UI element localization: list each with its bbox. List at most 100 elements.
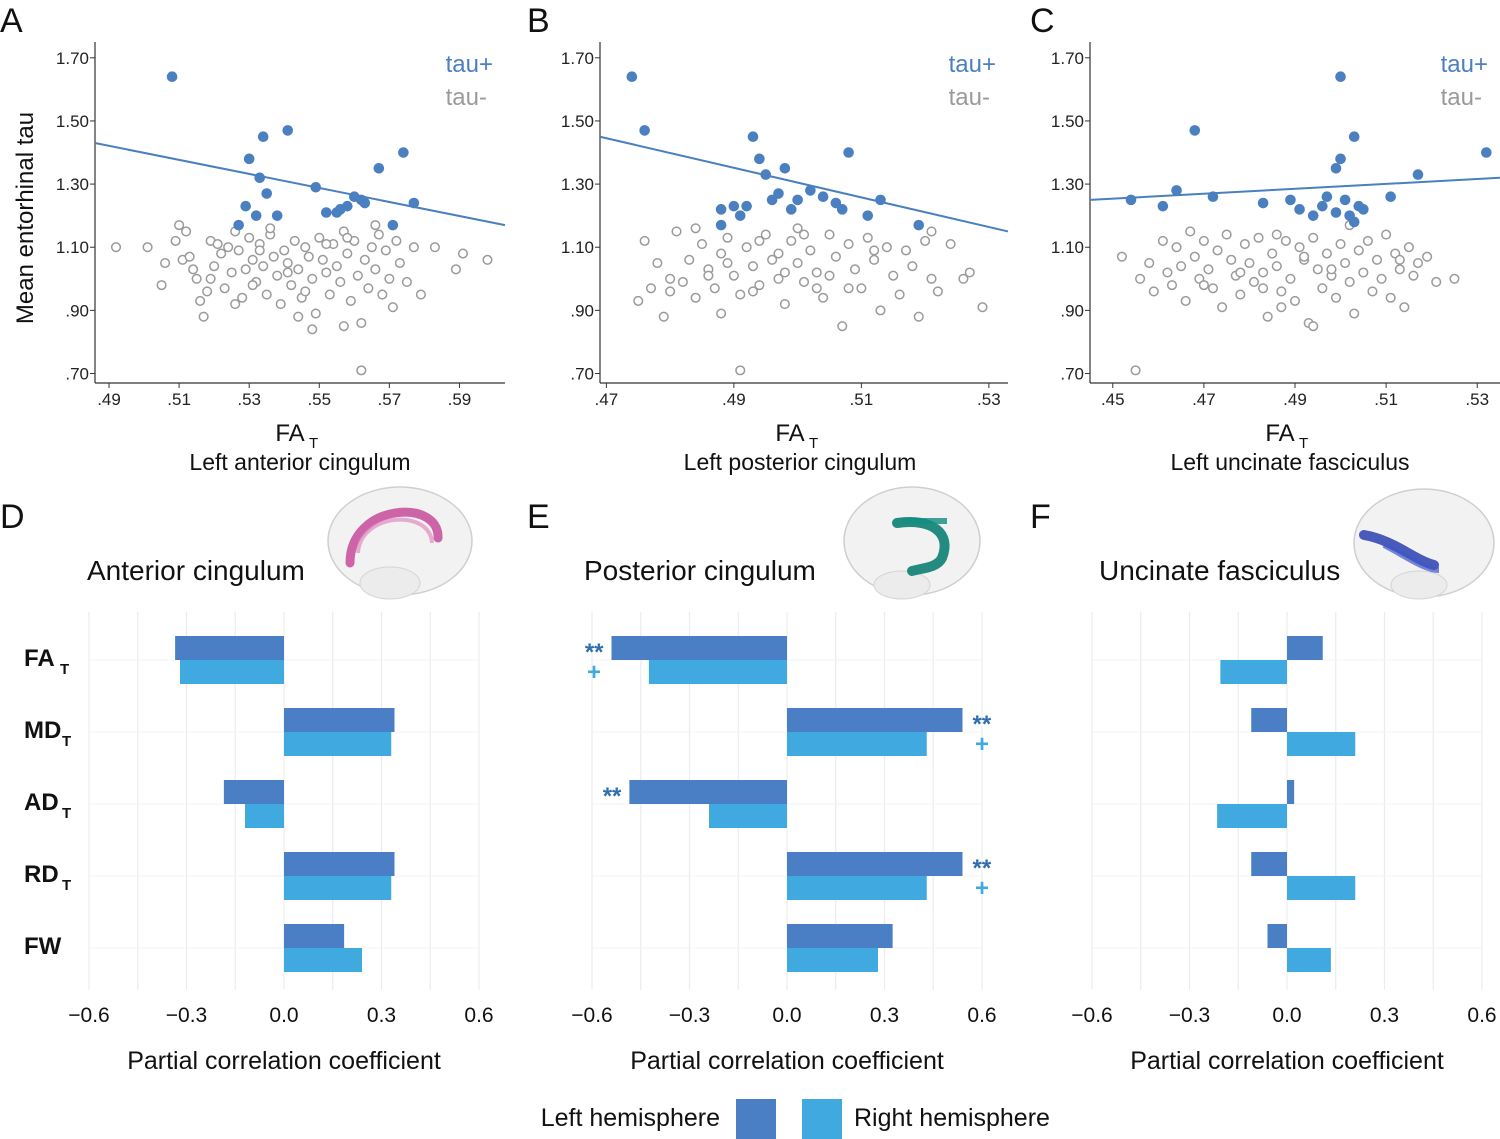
tau-neg-point xyxy=(818,292,829,303)
left-hemisphere-bar xyxy=(611,636,787,660)
tau-neg-point xyxy=(1212,245,1223,256)
tau-neg-point xyxy=(1248,276,1260,288)
tau-neg-point xyxy=(181,226,192,237)
tau-pos-point xyxy=(1317,200,1328,212)
tau-neg-point xyxy=(1116,251,1127,262)
tau-neg-point xyxy=(920,235,931,246)
tau-neg-point xyxy=(798,229,810,240)
tau-neg-point xyxy=(735,365,746,376)
tau-neg-point xyxy=(1399,302,1410,313)
tau-neg-point xyxy=(237,292,248,303)
tau-neg-point xyxy=(401,276,412,288)
y-tick-label: .70 xyxy=(570,365,594,384)
tau-neg-point xyxy=(773,273,784,284)
regression-line xyxy=(94,142,506,227)
x-tick-label: 0.6 xyxy=(1467,1004,1496,1027)
tau-neg-point xyxy=(184,251,195,262)
significance-plus: + xyxy=(975,875,989,902)
legend-tau-pos: tau+ xyxy=(1441,51,1488,78)
x-tick-label: 0.6 xyxy=(967,1004,996,1027)
tau-neg-point xyxy=(811,267,822,278)
tau-pos-point xyxy=(913,219,925,231)
tau-neg-point xyxy=(747,261,759,272)
left-hemisphere-bar xyxy=(1251,708,1287,732)
x-tick-label: −0.6 xyxy=(571,1004,612,1027)
category-label-subscript: T xyxy=(62,805,71,822)
tau-pos-point xyxy=(1189,125,1201,136)
tau-neg-point xyxy=(792,257,803,269)
tau-neg-point xyxy=(303,251,314,262)
x-tick-label: .53 xyxy=(1465,390,1489,409)
x-axis-title: Partial correlation coefficient xyxy=(630,1047,944,1075)
tau-pos-point xyxy=(728,200,740,212)
tau-neg-point xyxy=(261,289,272,300)
left-hemisphere-bar xyxy=(1287,780,1295,804)
tau-pos-point xyxy=(792,194,803,206)
tau-neg-point xyxy=(811,283,822,294)
x-tick-label: 0.3 xyxy=(367,1004,396,1027)
x-tick-label: .51 xyxy=(167,390,191,409)
x-tick-label: .49 xyxy=(97,390,121,409)
tau-neg-point xyxy=(843,239,854,250)
panel-letter-E: E xyxy=(527,498,550,536)
tau-neg-point xyxy=(457,248,468,259)
tau-neg-point xyxy=(665,286,676,297)
tau-neg-point xyxy=(1166,280,1178,291)
tau-neg-point xyxy=(1258,283,1269,294)
tau-neg-point xyxy=(321,239,332,250)
tau-neg-point xyxy=(230,299,241,310)
tau-pos-point xyxy=(398,147,409,158)
tau-neg-point xyxy=(1135,273,1146,284)
tau-neg-point xyxy=(716,248,727,259)
tau-neg-point xyxy=(380,245,391,256)
tau-neg-point xyxy=(307,273,318,284)
tau-neg-point xyxy=(240,264,251,275)
tau-neg-point xyxy=(1217,302,1228,313)
tau-neg-point xyxy=(265,223,276,234)
tau-neg-point xyxy=(223,242,234,253)
panel-title: Anterior cingulum xyxy=(87,555,305,586)
tau-pos-point xyxy=(387,219,399,231)
x-tick-label: 0.3 xyxy=(1370,1004,1399,1027)
tau-neg-point xyxy=(1226,254,1237,265)
tau-neg-point xyxy=(843,283,854,294)
x-tick-label: 0.0 xyxy=(1272,1004,1301,1027)
regression-line xyxy=(1089,176,1500,201)
tau-neg-point xyxy=(1321,248,1332,259)
tau-neg-point xyxy=(1330,292,1342,303)
tau-pos-point xyxy=(639,125,650,136)
right-hemisphere-bar xyxy=(180,660,284,684)
tau-neg-point xyxy=(293,264,304,275)
y-tick-label: 1.10 xyxy=(1051,238,1084,257)
tau-neg-point xyxy=(747,286,759,297)
y-tick-label: 1.50 xyxy=(1051,112,1084,131)
tau-neg-point xyxy=(888,270,899,281)
category-label: FA xyxy=(24,645,55,672)
tau-pos-point xyxy=(1321,191,1333,203)
tau-neg-point xyxy=(1344,276,1355,288)
right-hemisphere-bar xyxy=(284,948,362,972)
tau-pos-point xyxy=(166,71,178,83)
tau-neg-point xyxy=(728,270,739,281)
tau-pos-point xyxy=(1335,153,1346,165)
tau-neg-point xyxy=(779,299,790,310)
x-axis-title: Partial correlation coefficient xyxy=(1130,1047,1444,1075)
y-tick-label: 1.70 xyxy=(1051,49,1084,68)
brain-anterior-cingulum-image xyxy=(327,486,473,600)
tau-pos-point xyxy=(1335,71,1346,83)
tau-neg-point xyxy=(1271,261,1282,272)
legend-left-label: Left hemisphere xyxy=(541,1104,720,1132)
tau-neg-point xyxy=(289,235,300,246)
y-tick-label: 1.30 xyxy=(1051,175,1084,194)
right-hemisphere-bar xyxy=(245,804,284,828)
tau-pos-point xyxy=(342,200,353,212)
y-axis-title: Mean entorhinal tau xyxy=(12,112,39,324)
tau-neg-point xyxy=(300,242,311,253)
tau-neg-point xyxy=(377,289,388,300)
tau-pos-point xyxy=(715,219,727,231)
tau-neg-point xyxy=(1258,267,1269,278)
tau-pos-point xyxy=(754,153,765,165)
left-hemisphere-bar xyxy=(284,852,395,876)
category-label: RD xyxy=(24,861,59,888)
tau-neg-point xyxy=(1317,283,1328,294)
